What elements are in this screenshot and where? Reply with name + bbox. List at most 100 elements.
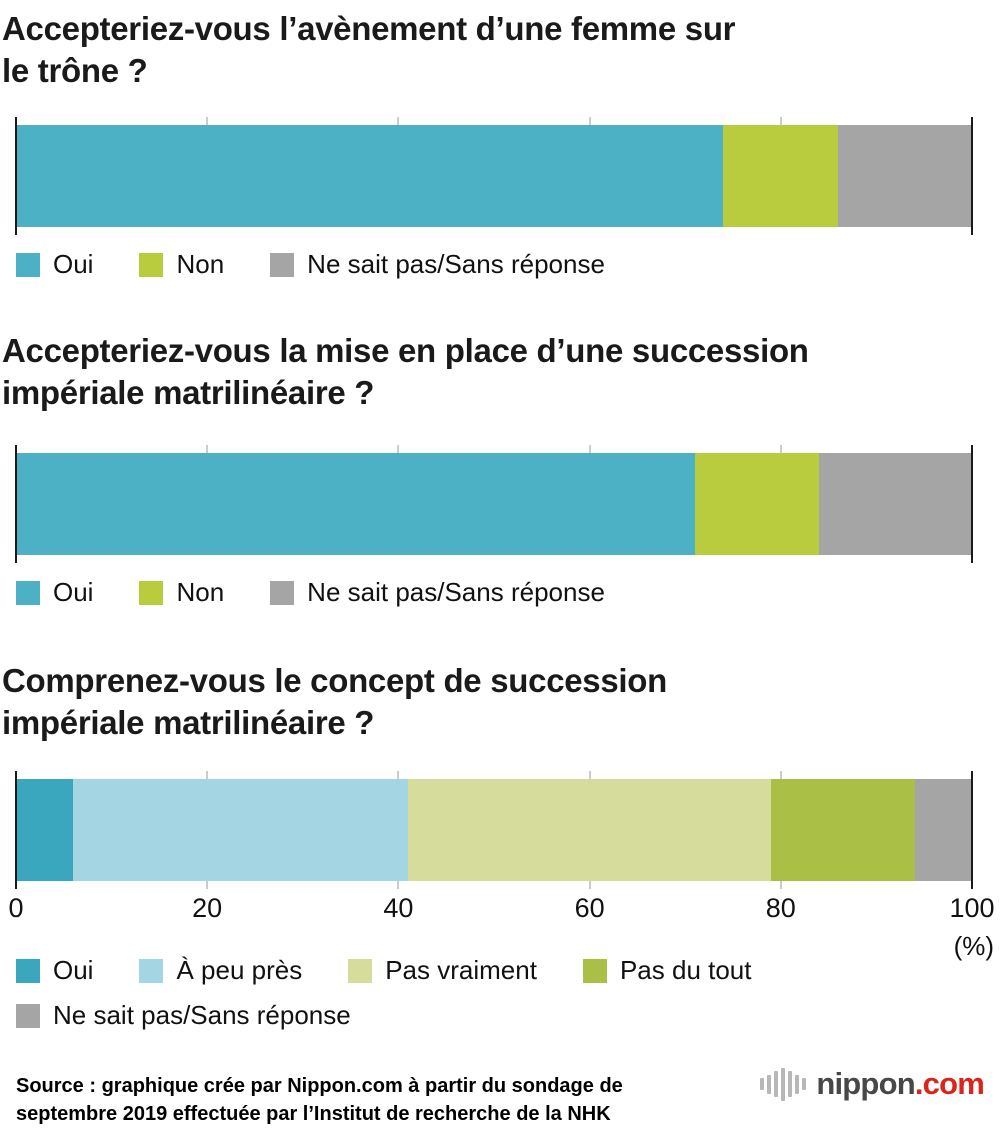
legend-label: Ne sait pas/Sans réponse (307, 249, 605, 280)
legend-label: Pas vraiment (385, 955, 537, 986)
bar-segment (16, 779, 74, 882)
logo-brand: nippon (816, 1066, 915, 1101)
chart-section-2: Accepteriez-vous la mise en place d’une … (0, 330, 1000, 608)
legend-item: Non (139, 249, 224, 280)
legend-item: Pas vraiment (348, 955, 537, 986)
stacked-bar-chart-2 (15, 445, 973, 564)
stacked-bar-chart-3 (15, 771, 973, 890)
legend-label: Non (176, 249, 225, 280)
stacked-bar-chart-1 (15, 117, 973, 236)
x-axis-tick-label: 0 (8, 893, 24, 924)
stacked-bar (16, 453, 972, 556)
legend-label: Ne sait pas/Sans réponse (307, 577, 605, 608)
legend-swatch (139, 958, 164, 983)
nippon-bars-icon (760, 1066, 807, 1102)
axis-end-line (15, 445, 17, 564)
nippon-com-logo: nippon.com (760, 1066, 985, 1102)
legend-3: Oui À peu près Pas vraiment Pas du tout Ne s… (16, 955, 972, 1031)
gridline-tick (588, 881, 591, 890)
gridline-tick (397, 445, 400, 454)
stacked-bar (16, 125, 972, 228)
logo-suffix: .com (914, 1066, 985, 1101)
legend-label: Oui (53, 577, 94, 608)
legend-label: Oui (53, 249, 94, 280)
legend-item: Non (139, 577, 224, 608)
legend-swatch (139, 252, 164, 277)
x-axis-tick-label: 60 (574, 893, 605, 924)
chart-title-3-line-2: impériale matrilinéaire ? (2, 703, 375, 741)
chart-title-1: Accepteriez-vous l’avènement d’une femme… (2, 0, 1000, 91)
bar-segment (16, 453, 695, 556)
gridline-tick (397, 771, 400, 780)
legend-label: Oui (53, 955, 94, 986)
legend-item: Oui (16, 249, 93, 280)
gridline-tick (206, 881, 209, 890)
gridline-tick (588, 771, 591, 780)
logo-text: nippon.com (816, 1066, 984, 1102)
legend-label: Non (176, 577, 225, 608)
gridline-tick (206, 771, 209, 780)
chart-section-3: Comprenez-vous le concept de succession … (0, 660, 1000, 1031)
chart-title-3: Comprenez-vous le concept de succession … (2, 660, 1000, 743)
axis-end-line (971, 771, 973, 890)
bar-segment (819, 453, 972, 556)
legend-swatch (582, 958, 607, 983)
bar-segment (723, 125, 839, 228)
chart-section-1: Accepteriez-vous l’avènement d’une femme… (0, 0, 1000, 280)
chart-title-2-line-2: impériale matrilinéaire ? (2, 373, 375, 411)
legend-swatch (16, 252, 40, 277)
bar-segment (771, 779, 915, 882)
x-axis-tick-label: 40 (383, 893, 414, 924)
gridline-tick (779, 445, 782, 454)
gridline-tick (588, 445, 591, 454)
axis-end-line (971, 445, 973, 564)
gridline-tick (397, 117, 400, 126)
x-axis-tick-label: 80 (765, 893, 796, 924)
x-axis: (%) 0 20 40 60 80 100 (8, 893, 994, 961)
gridline-tick (779, 881, 782, 890)
legend-2: Oui Non Ne sait pas/Sans réponse (16, 577, 972, 608)
legend-1: Oui Non Ne sait pas/Sans réponse (16, 249, 972, 280)
bar-segment (694, 453, 820, 556)
axis-unit-label: (%) (953, 931, 994, 962)
bar-segment (16, 125, 724, 228)
legend-item: Oui (16, 955, 93, 986)
gridline-tick (206, 445, 209, 454)
chart-title-2: Accepteriez-vous la mise en place d’une … (2, 330, 1000, 413)
legend-swatch (348, 958, 373, 983)
stacked-bar (16, 779, 972, 882)
legend-label: Ne sait pas/Sans réponse (53, 1000, 351, 1031)
legend-item: Ne sait pas/Sans réponse (16, 1000, 351, 1031)
bar-segment (914, 779, 972, 882)
bar-segment (73, 779, 408, 882)
legend-swatch (16, 580, 40, 605)
axis-end-line (15, 771, 17, 890)
bar-segment (407, 779, 772, 882)
gridline-tick (779, 117, 782, 126)
legend-swatch (139, 580, 164, 605)
chart-title-3-line-1: Comprenez-vous le concept de succession (2, 662, 667, 700)
legend-item: Pas du tout (582, 955, 752, 986)
gridline-tick (397, 881, 400, 890)
chart-title-1-line-2: le trône ? (2, 51, 148, 89)
legend-item: Oui (16, 577, 93, 608)
source-note: Source : graphique crée par Nippon.com à… (16, 1075, 623, 1126)
legend-label: À peu près (176, 955, 303, 986)
legend-item: Ne sait pas/Sans réponse (270, 577, 605, 608)
axis-end-line (15, 117, 17, 236)
legend-swatch (16, 958, 40, 983)
legend-swatch (270, 252, 295, 277)
gridline-tick (206, 117, 209, 126)
legend-item: Ne sait pas/Sans réponse (270, 249, 605, 280)
legend-label: Pas du tout (619, 955, 752, 986)
x-axis-tick-label: 20 (192, 893, 223, 924)
bar-segment (838, 125, 972, 228)
legend-swatch (16, 1003, 40, 1028)
axis-end-line (971, 117, 973, 236)
gridline-tick (588, 117, 591, 126)
chart-title-1-line-1: Accepteriez-vous l’avènement d’une femme… (2, 10, 736, 47)
legend-swatch (270, 580, 295, 605)
legend-item: À peu près (139, 955, 302, 986)
x-axis-tick-label: 100 (949, 893, 995, 924)
chart-title-2-line-1: Accepteriez-vous la mise en place d’une … (2, 332, 809, 370)
